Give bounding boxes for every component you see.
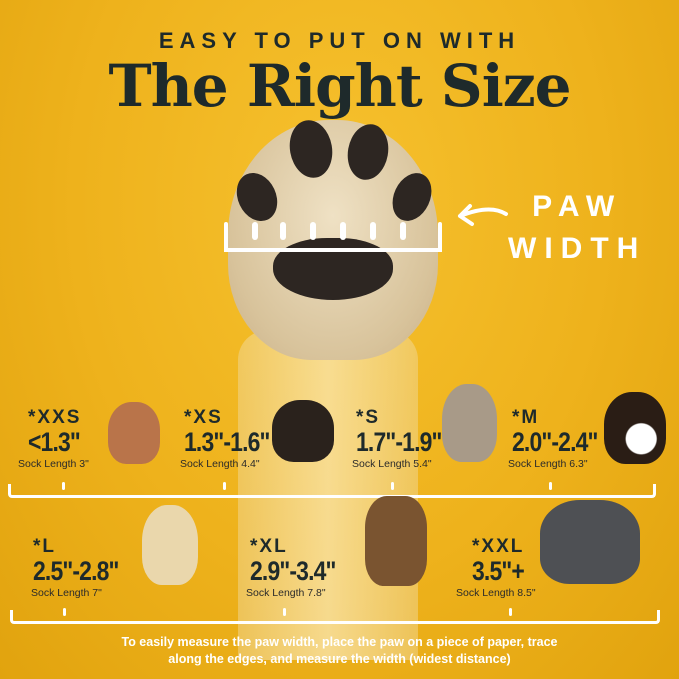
french-bulldog-image [442,384,497,462]
size-scale-bracket [10,610,660,624]
size-l: *L 2.5"-2.8" Sock Length 7" [31,536,134,600]
size-label: *M [512,407,540,428]
sock-length: Sock Length 4.4" [180,458,260,470]
tick [283,608,286,616]
size-label: *XL [250,536,288,557]
subtitle: EASY TO PUT ON WITH [158,28,521,53]
note-line2: along the edges, and measure the width (… [168,652,511,666]
note-line1: To easily measure the paw width, place t… [121,635,558,649]
size-xl: *XL 2.9"-3.4" Sock Length 7.8" [246,536,351,600]
measuring-instructions: To easily measure the paw width, place t… [0,634,679,668]
bernese-mountain-dog-image [604,392,666,464]
sock-length: Sock Length 7" [31,587,102,599]
size-xxl: *XXL 3.5"+ Sock Length 8.5" [456,536,536,600]
paw-label-line2: WIDTH [508,232,647,265]
sock-length: Sock Length 5.4" [352,458,432,470]
german-shepherd-image [365,496,427,586]
size-range: 2.5"-2.8" [33,556,119,586]
paw-label-line1: PAW [532,190,623,223]
tick [62,482,65,490]
tick [223,482,226,490]
tick [549,482,552,490]
paw-width-label: PAW WIDTH [508,186,646,270]
paw-width-marker [224,222,442,252]
tick [509,608,512,616]
size-scale-bracket [8,484,656,498]
size-range: 1.7"-1.9" [356,427,442,457]
tick [391,482,394,490]
size-label: *L [33,536,56,557]
size-label: *XXS [28,407,82,428]
arrow-left-icon [458,204,508,226]
size-range: <1.3" [28,427,81,457]
size-label: *XXL [472,536,525,557]
size-label: *S [356,407,381,428]
size-s: *S 1.7"-1.9" Sock Length 5.4" [352,407,457,471]
sock-length: Sock Length 3" [18,458,89,470]
sock-length: Sock Length 7.8" [246,587,326,599]
size-m: *M 2.0"-2.4" Sock Length 6.3" [508,407,613,471]
size-label: *XS [184,407,223,428]
tick [63,608,66,616]
chihuahua-image [108,402,160,464]
sock-length: Sock Length 8.5" [456,587,536,599]
size-range: 2.0"-2.4" [512,427,598,457]
great-dane-image [540,500,640,584]
golden-retriever-image [142,505,198,585]
size-xs: *XS 1.3"-1.6" Sock Length 4.4" [180,407,285,471]
size-xxs: *XXS <1.3" Sock Length 3" [18,407,89,471]
page-title: The Right Size [108,52,571,120]
sock-length: Sock Length 6.3" [508,458,588,470]
yorkshire-terrier-image [272,400,334,462]
size-range: 3.5"+ [472,556,525,586]
size-range: 2.9"-3.4" [250,556,336,586]
size-range: 1.3"-1.6" [184,427,270,457]
